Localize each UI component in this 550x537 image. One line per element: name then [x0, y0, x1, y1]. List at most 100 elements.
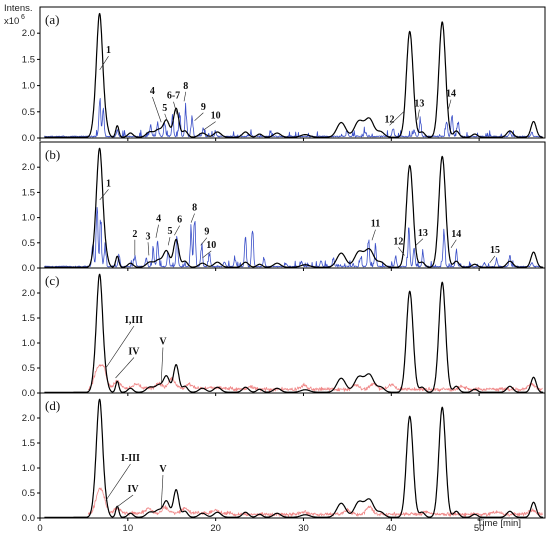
- annotation-leader: [398, 247, 405, 256]
- annotation-leader: [160, 474, 164, 509]
- peak-annotation: 14: [446, 89, 456, 100]
- peak-annotation: 15: [490, 245, 500, 256]
- panel-4: 0.0 0.5 1.0 1.5 2.0 (d) I-III IV V: [22, 392, 546, 524]
- annotation-leader: [200, 237, 208, 246]
- peak-annotation: I-III: [121, 453, 140, 464]
- peak-annotation: I,III: [125, 315, 143, 326]
- annotation-leader: [164, 113, 169, 124]
- peak-annotation: 13: [414, 99, 424, 110]
- annotation-leader: [489, 255, 496, 264]
- y-tick-label: 1.0: [22, 463, 35, 474]
- x-axis-label: Time [min]: [477, 518, 521, 529]
- panel-label: (d): [45, 398, 60, 413]
- y-tick-label: 0.5: [22, 488, 35, 499]
- peak-annotation: 10: [206, 240, 216, 251]
- y-tick-label: 1.5: [22, 54, 35, 65]
- annotation-leader: [105, 463, 131, 501]
- y-tick-label: 2.0: [22, 288, 35, 299]
- y-tick-label: 2.0: [22, 413, 35, 424]
- peak-annotation: 6-7: [167, 91, 180, 102]
- annotation-leader: [450, 239, 457, 249]
- annotation-leader: [203, 121, 216, 131]
- y-tick-label: 1.0: [22, 338, 35, 349]
- red-trace: [87, 487, 543, 517]
- peak-annotation: V: [159, 464, 167, 475]
- peak-annotation: 3: [146, 231, 151, 242]
- annotation-leader: [371, 229, 376, 241]
- peak-annotation: 10: [211, 111, 221, 122]
- peak-annotation: 6: [177, 215, 182, 226]
- x-tick-label: 10: [123, 523, 134, 534]
- peak-annotation: IV: [128, 484, 140, 495]
- peak-annotation: 8: [183, 81, 188, 92]
- y-axis-exponent-power: 6: [21, 14, 25, 21]
- annotation-leader: [105, 325, 135, 369]
- y-axis-exponent: x10: [4, 16, 19, 27]
- annotation-leader: [155, 224, 159, 238]
- annotation-leader: [173, 101, 178, 115]
- peak-annotation: 12: [393, 236, 403, 247]
- annotation-leader: [147, 242, 150, 256]
- peak-annotation: 4: [150, 86, 155, 97]
- panel-label: (b): [45, 147, 60, 162]
- annotation-leader: [99, 189, 109, 201]
- peak-annotation: 11: [371, 219, 380, 230]
- reference-trace: [44, 398, 544, 518]
- peak-annotation: 13: [418, 228, 428, 239]
- blue-trace: [44, 207, 542, 268]
- annotation-leader: [99, 55, 109, 71]
- peak-annotation: 9: [204, 227, 209, 238]
- annotation-leader: [115, 357, 135, 379]
- y-tick-label: 0.0: [22, 133, 35, 144]
- panel-3: 0.0 0.5 1.0 1.5 2.0 (c) I,III IV V: [22, 267, 546, 399]
- y-tick-label: 1.5: [22, 187, 35, 198]
- peak-annotation: 9: [201, 102, 206, 113]
- panel-frame: [39, 267, 546, 394]
- peak-annotation: 1: [106, 45, 111, 56]
- y-tick-label: 1.0: [22, 213, 35, 224]
- annotation-leader: [417, 109, 420, 120]
- y-tick-label: 1.0: [22, 81, 35, 92]
- reference-trace: [44, 12, 544, 138]
- y-tick-label: 0.0: [22, 263, 35, 274]
- annotation-leader: [415, 238, 424, 246]
- annotation-leader: [202, 250, 212, 259]
- panel-label: (c): [45, 273, 59, 288]
- reference-trace: [44, 273, 544, 393]
- peak-annotation: IV: [128, 347, 140, 358]
- peak-annotation: V: [159, 337, 167, 348]
- peak-annotation: 5: [167, 226, 172, 237]
- y-tick-label: 1.5: [22, 313, 35, 324]
- x-axis: 0 10 20 30 40 50: [37, 523, 484, 534]
- x-tick-label: 20: [210, 523, 221, 534]
- y-tick-label: 0.5: [22, 363, 35, 374]
- x-tick-label: 30: [298, 523, 309, 534]
- peak-annotation: 2: [132, 229, 137, 240]
- panel-frame: [39, 6, 546, 139]
- y-tick-label: 0.5: [22, 107, 35, 118]
- annotation-leader: [389, 111, 404, 126]
- y-tick-label: 0.0: [22, 513, 35, 524]
- red-trace: [87, 364, 543, 392]
- annotation-leader: [167, 237, 171, 246]
- y-tick-label: 0.5: [22, 238, 35, 249]
- annotation-leader: [190, 213, 195, 223]
- annotation-leader: [448, 99, 452, 110]
- y-axis-title: Intens. x10 6: [4, 3, 33, 27]
- annotation-leader: [115, 494, 134, 509]
- panel-frame: [39, 141, 546, 269]
- reference-trace: [44, 147, 544, 268]
- annotation-leader: [194, 112, 204, 121]
- peak-annotation: 5: [162, 103, 167, 114]
- peak-annotation: 12: [385, 114, 395, 125]
- y-tick-label: 2.0: [22, 28, 35, 39]
- panel-frame: [39, 392, 546, 519]
- annotation-leader: [183, 91, 187, 102]
- x-tick-label: 50: [474, 523, 485, 534]
- panel-label: (a): [45, 12, 59, 27]
- x-tick-label: 0: [37, 523, 42, 534]
